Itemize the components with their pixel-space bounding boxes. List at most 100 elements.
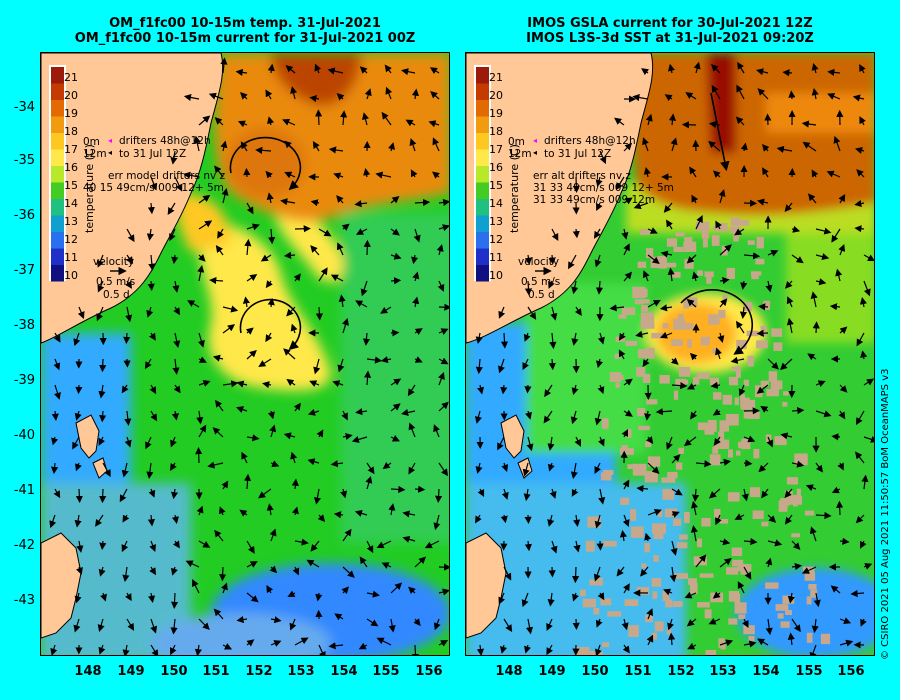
current-vector <box>786 296 794 308</box>
current-vector <box>246 202 254 215</box>
current-vector <box>309 95 320 103</box>
current-vector <box>719 639 734 647</box>
current-vector <box>72 436 80 450</box>
current-vector <box>791 225 801 233</box>
cloud-pixel <box>727 492 740 502</box>
cloud-pixel <box>640 229 650 235</box>
colorbar-ticks: 21 20 19 18 17 16 15 14 13 12 11 10 <box>489 71 503 282</box>
current-vector <box>198 379 211 387</box>
cloud-pixel <box>785 610 792 615</box>
current-vector <box>99 410 107 423</box>
current-vector <box>432 171 440 179</box>
colorbar-swatch <box>51 265 64 282</box>
current-vector <box>293 273 301 282</box>
mainland-coast <box>466 53 654 344</box>
cb-tick: 15 <box>489 179 503 192</box>
current-vector <box>290 323 298 334</box>
current-vector <box>739 306 748 319</box>
current-vector <box>780 432 793 440</box>
current-vector <box>663 588 673 596</box>
current-vector <box>328 642 344 650</box>
current-vector <box>411 254 419 265</box>
current-vector <box>686 618 697 627</box>
velocity-duration: 0.5 d <box>103 289 130 301</box>
current-vector <box>861 474 869 490</box>
current-vector <box>376 637 392 646</box>
current-vector <box>837 462 844 471</box>
cloud-pixel <box>808 584 817 590</box>
current-vector <box>363 168 371 178</box>
current-vector <box>497 436 505 451</box>
current-vector <box>670 137 678 152</box>
current-vector <box>640 566 649 577</box>
cloud-pixel <box>600 472 612 481</box>
current-vector <box>240 92 248 100</box>
cloud-pixel <box>637 261 647 268</box>
current-vector <box>659 331 673 339</box>
current-vector <box>432 137 440 152</box>
cloud-pixel <box>718 431 725 440</box>
cloud-pixel <box>685 322 694 330</box>
cloud-pixel <box>587 516 601 528</box>
current-vector <box>381 111 392 126</box>
current-vector <box>149 540 157 553</box>
current-vector <box>548 358 556 371</box>
current-vector <box>414 556 427 568</box>
cloud-pixel <box>637 349 648 359</box>
current-vector <box>477 384 485 395</box>
current-vector <box>708 617 721 625</box>
current-vector <box>546 644 553 655</box>
current-vector <box>686 298 697 308</box>
current-vector <box>791 407 805 415</box>
cloud-pixel <box>675 232 685 237</box>
cloud-pixel <box>640 322 655 329</box>
cloud-pixel <box>614 353 621 359</box>
cloud-pixel <box>735 366 741 378</box>
current-vector <box>170 618 178 635</box>
left-map-svg: 21 20 19 18 17 16 15 14 13 12 11 10 temp… <box>41 53 449 655</box>
current-vector <box>147 514 156 527</box>
current-vector <box>594 254 602 268</box>
cloud-pixel <box>641 299 650 304</box>
cb-tick: 11 <box>64 251 78 264</box>
current-vector <box>375 171 392 179</box>
right-map-svg: 21 20 19 18 17 16 15 14 13 12 11 10 temp… <box>466 53 874 655</box>
colorbar-swatch <box>476 100 489 117</box>
cloud-pixel <box>619 448 634 455</box>
current-vector <box>815 227 832 235</box>
drifters-line1: drifters 48h@12h <box>119 135 211 147</box>
cloud-pixel <box>672 271 681 278</box>
cloud-pixel <box>804 510 815 516</box>
current-vector <box>597 436 605 447</box>
current-vector <box>390 252 402 260</box>
current-vector <box>767 249 779 257</box>
current-vector <box>380 306 392 314</box>
current-vector <box>405 119 416 127</box>
current-vector <box>74 592 82 604</box>
current-vector <box>623 583 630 594</box>
current-vector <box>282 118 296 126</box>
current-vector <box>197 254 206 262</box>
current-vector <box>174 176 183 192</box>
drifter-marker-icon: ◂ <box>108 148 112 157</box>
current-vector <box>198 220 213 230</box>
cloud-pixel <box>673 390 679 400</box>
cloud-pixel <box>704 609 712 619</box>
current-vector <box>410 169 418 178</box>
cb-tick: 21 <box>64 71 78 84</box>
cloud-pixel <box>673 518 682 526</box>
current-vector <box>523 332 531 342</box>
cloud-pixel <box>771 328 783 337</box>
current-vector <box>402 535 416 543</box>
cloud-pixel <box>747 240 755 245</box>
current-vector <box>172 540 180 549</box>
current-vector <box>838 410 846 420</box>
current-vector <box>856 332 865 347</box>
cloud-pixel <box>775 604 789 611</box>
current-vector <box>221 187 229 204</box>
cloud-pixel <box>652 591 658 600</box>
cloud-pixel <box>662 323 669 329</box>
current-vector <box>670 357 679 365</box>
current-vector <box>501 462 509 472</box>
current-vector <box>852 94 865 102</box>
